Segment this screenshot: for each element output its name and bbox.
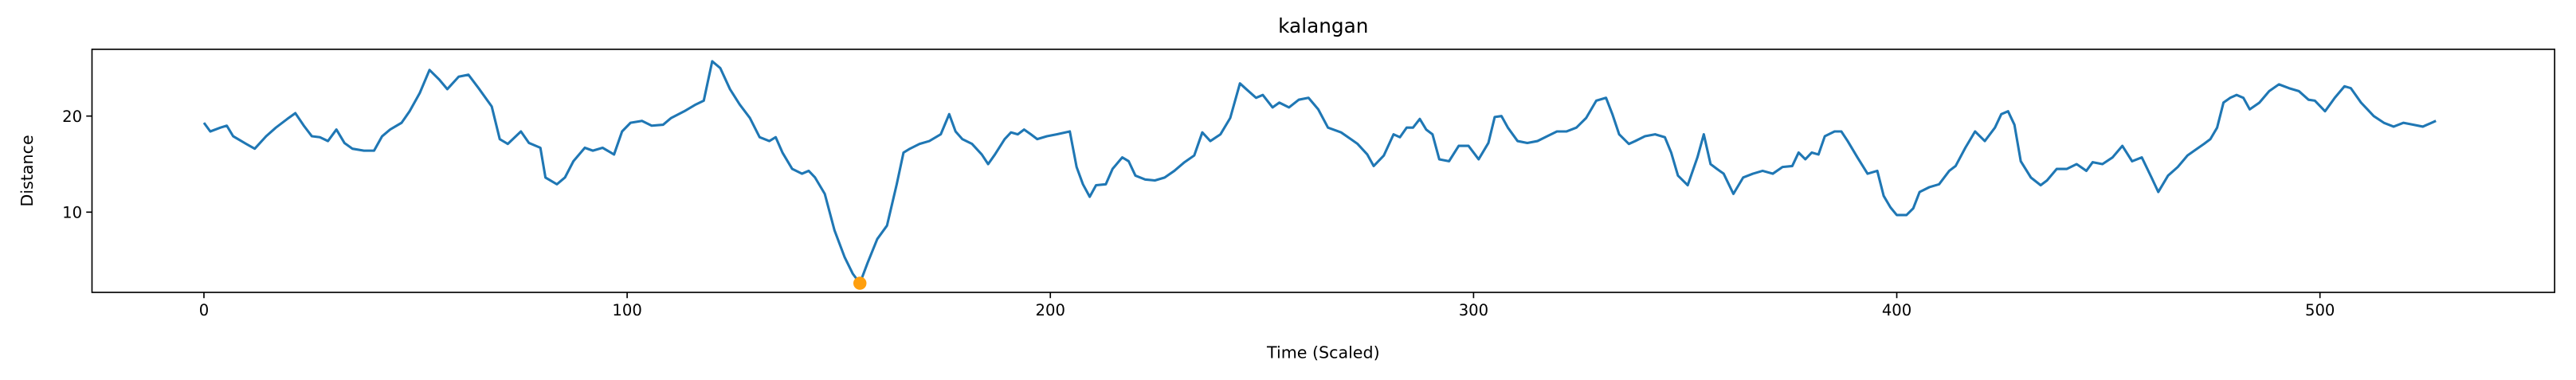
chart-title: kalangan: [1278, 14, 1368, 37]
y-tick-label: 20: [62, 108, 82, 126]
x-axis-label: Time (Scaled): [1266, 343, 1380, 362]
plot-frame: [91, 49, 2556, 293]
x-tick-label: 200: [1036, 301, 1065, 319]
y-axis-label: Distance: [18, 135, 37, 206]
highlight-point: [853, 276, 867, 290]
y-tick-label: 10: [62, 204, 82, 222]
x-tick-label: 400: [1882, 301, 1911, 319]
x-tick-label: 100: [612, 301, 641, 319]
x-tick-label: 500: [2305, 301, 2335, 319]
x-tick-label: 0: [199, 301, 209, 319]
data-line: [202, 60, 2437, 285]
x-tick-label: 300: [1459, 301, 1488, 319]
